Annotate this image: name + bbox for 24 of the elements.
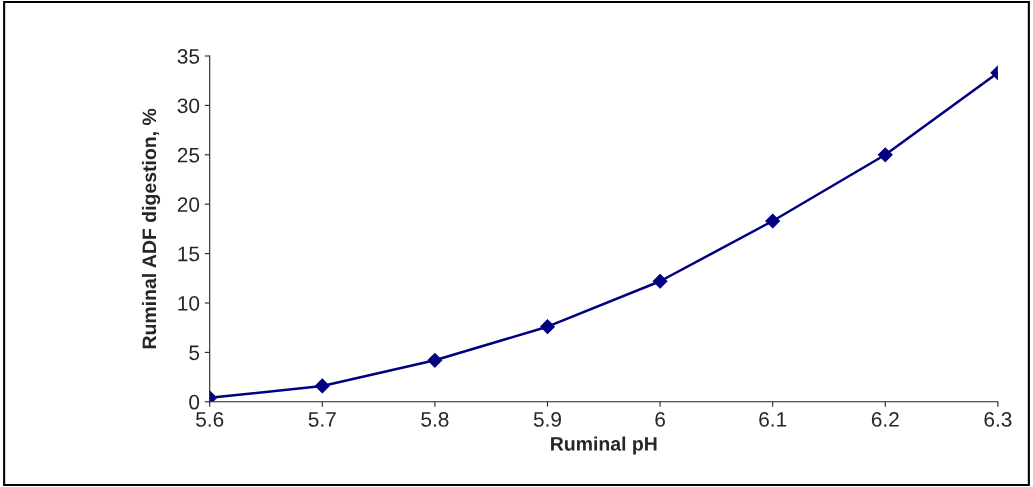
y-tick-label: 5 <box>189 345 200 361</box>
x-tick-label: 5.9 <box>533 412 561 427</box>
point <box>877 147 893 163</box>
y-tick-label: 10 <box>178 295 200 311</box>
x-tick-label: 6.1 <box>759 412 787 427</box>
y-tick-label: 35 <box>177 49 200 64</box>
y-tick-label: 30 <box>177 98 200 114</box>
y-tick-label: 25 <box>177 147 200 163</box>
y-tick-label: 20 <box>177 197 200 212</box>
point <box>765 213 781 229</box>
y-tick-label: 0 <box>189 394 200 410</box>
x-tick-label: 6.3 <box>984 412 1012 427</box>
x-tick-label: 5.8 <box>421 412 449 427</box>
x-axis-title: Ruminal pH <box>551 436 657 455</box>
x-tick-label: 6 <box>655 412 665 427</box>
point <box>652 273 668 289</box>
x-tick-label: 5.7 <box>308 412 336 427</box>
point <box>314 378 330 394</box>
point <box>427 352 443 368</box>
x-tick-label: 5.6 <box>196 412 224 427</box>
x-tick-label: 6.2 <box>871 412 899 427</box>
point <box>540 319 555 335</box>
y-axis-title: Ruminal ADF digestion, % <box>141 108 161 349</box>
y-tick-label: 15 <box>178 246 200 262</box>
